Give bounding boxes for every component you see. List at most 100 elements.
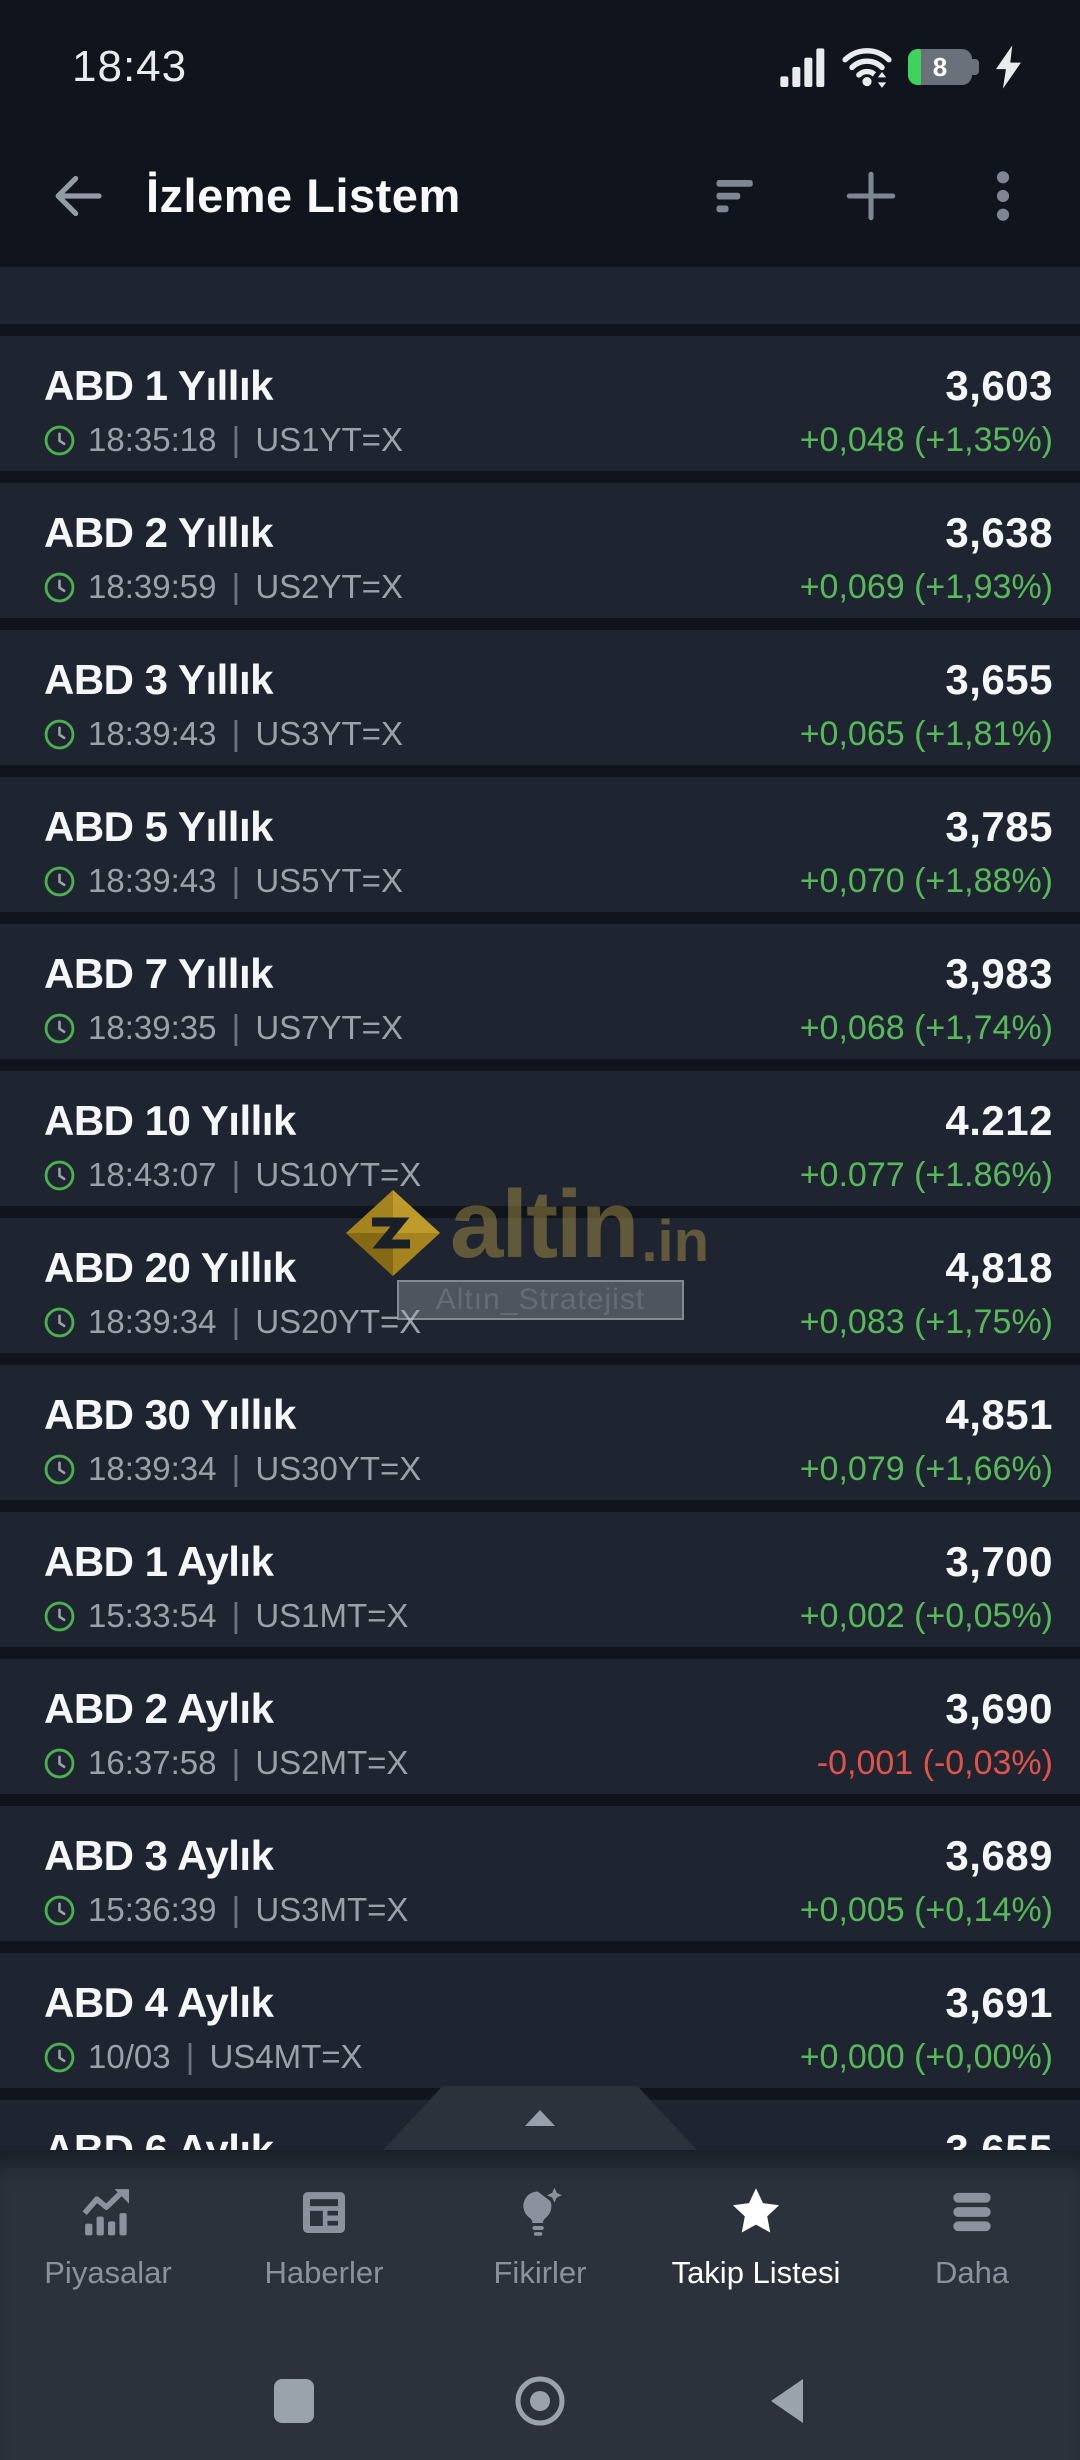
- watchlist-row[interactable]: ABD 4 Aylık 10/03 | US4MT=X 3,691 +0,000…: [0, 1953, 1080, 2088]
- watchlist-row[interactable]: 18:43:13 | DE40 -333.01 (-1.39%): [0, 267, 1080, 324]
- watchlist-row[interactable]: ABD 5 Yıllık 18:39:43 | US5YT=X 3,785 +0…: [0, 777, 1080, 912]
- ideas-bulb-icon: [523, 2187, 562, 2236]
- clock-icon: [44, 1160, 75, 1190]
- clock-icon: [44, 1895, 75, 1925]
- quote-time: 18:39:34: [88, 1303, 217, 1340]
- quote-time: 15:36:39: [88, 1891, 217, 1928]
- instrument-symbol: US30YT=X: [255, 1450, 422, 1487]
- quote-time: 18:39:59: [88, 568, 217, 605]
- instrument-name: ABD 1 Yıllık: [44, 362, 273, 409]
- instrument-value: 3,785: [945, 803, 1053, 850]
- bottom-nav-area: Piyasalar Haberler Fi: [0, 2150, 1080, 2460]
- circle-icon: [515, 2376, 565, 2426]
- clock-icon: [44, 1454, 75, 1484]
- nav-label: Fikirler: [493, 2255, 587, 2290]
- instrument-symbol: US3MT=X: [255, 1891, 409, 1928]
- clock-icon: [44, 2042, 75, 2072]
- nav-item-daha[interactable]: Daha: [864, 2184, 1080, 2346]
- nav-item-haberler[interactable]: Haberler: [216, 2184, 432, 2346]
- instrument-value: 3,983: [945, 950, 1053, 997]
- watchlist-row[interactable]: ABD 1 Yıllık 18:35:18 | US1YT=X 3,603 +0…: [0, 336, 1080, 471]
- watchlist-row[interactable]: ABD 20 Yıllık 18:39:34 | US20YT=X 4,818 …: [0, 1218, 1080, 1353]
- kebab-menu-icon: [996, 170, 1010, 221]
- status-time: 18:43: [72, 42, 188, 91]
- bottom-nav: Piyasalar Haberler Fi: [0, 2150, 1080, 2346]
- separator: |: [231, 1597, 241, 1635]
- instrument-value: 3,655: [945, 2126, 1053, 2150]
- separator: |: [231, 1303, 241, 1341]
- android-nav-bar: [0, 2346, 1080, 2456]
- instrument-symbol: US2MT=X: [255, 1744, 409, 1781]
- instrument-change: +0,083 (+1,75%): [799, 1303, 1053, 1341]
- watchlist-row[interactable]: ABD 2 Aylık 16:37:58 | US2MT=X 3,690 -0,…: [0, 1659, 1080, 1794]
- watchlist-row[interactable]: ABD 30 Yıllık 18:39:34 | US30YT=X 4,851 …: [0, 1365, 1080, 1500]
- separator: |: [231, 715, 241, 753]
- instrument-change: +0,069 (+1,93%): [799, 568, 1053, 606]
- instrument-value: 3,655: [945, 656, 1053, 703]
- instrument-name: ABD 6 Aylık: [44, 2126, 274, 2150]
- instrument-symbol: US10YT=X: [255, 1156, 422, 1193]
- more-icon: [953, 2192, 991, 2232]
- header-actions: [708, 158, 1034, 234]
- scroll-to-top-handle[interactable]: [383, 2086, 697, 2150]
- instrument-symbol: US1YT=X: [255, 421, 403, 458]
- watchlist-row[interactable]: ABD 10 Yıllık 18:43:07 | US10YT=X 4.212 …: [0, 1071, 1080, 1206]
- nav-item-takip-listesi[interactable]: Takip Listesi: [648, 2184, 864, 2346]
- quote-time: 18:39:43: [88, 862, 217, 899]
- clock-icon: [44, 1307, 75, 1337]
- status-bar: 18:43 8: [0, 0, 1080, 124]
- nav-label: Daha: [934, 2255, 1010, 2290]
- battery-level: 8: [932, 51, 948, 82]
- watchlist-row[interactable]: ABD 1 Aylık 15:33:54 | US1MT=X 3,700 +0,…: [0, 1512, 1080, 1647]
- instrument-change: +0,002 (+0,05%): [799, 1597, 1053, 1635]
- instrument-name: ABD 2 Yıllık: [44, 509, 273, 556]
- nav-item-piyasalar[interactable]: Piyasalar: [0, 2184, 216, 2346]
- instrument-change: +0,079 (+1,66%): [799, 1450, 1053, 1488]
- clock-icon: [44, 1748, 75, 1778]
- android-back-button[interactable]: [756, 2371, 816, 2431]
- instrument-symbol: US5YT=X: [255, 862, 403, 899]
- recents-button[interactable]: [264, 2371, 324, 2431]
- watchlist-star-icon: [732, 2188, 780, 2233]
- instrument-symbol: US20YT=X: [255, 1303, 422, 1340]
- instrument-symbol: US3YT=X: [255, 715, 403, 752]
- back-arrow-icon: [55, 175, 102, 216]
- instrument-name: ABD 2 Aylık: [44, 1685, 274, 1732]
- watchlist: 18:43:13 | DE40 -333.01 (-1.39%) ABD 1 Y…: [0, 267, 1080, 2150]
- instrument-change: +0,048 (+1,35%): [799, 421, 1053, 459]
- instrument-name: ABD 3 Yıllık: [44, 656, 273, 703]
- status-icons: 8: [780, 45, 1022, 89]
- sort-icon: [716, 179, 753, 212]
- clock-icon: [44, 866, 75, 896]
- instrument-name: ABD 30 Yıllık: [44, 1391, 296, 1438]
- page-title: İzleme Listem: [146, 169, 461, 222]
- instrument-change: +0.077 (+1.86%): [799, 1156, 1053, 1194]
- watchlist-row[interactable]: ABD 7 Yıllık 18:39:35 | US7YT=X 3,983 +0…: [0, 924, 1080, 1059]
- instrument-change: -0,001 (-0,03%): [816, 1744, 1053, 1782]
- watchlist-row[interactable]: ABD 3 Yıllık 18:39:43 | US3YT=X 3,655 +0…: [0, 630, 1080, 765]
- quote-time: 18:39:35: [88, 1009, 217, 1046]
- watchlist-row[interactable]: ABD 3 Aylık 15:36:39 | US3MT=X 3,689 +0,…: [0, 1806, 1080, 1941]
- triangle-icon: [771, 2379, 803, 2423]
- back-button[interactable]: [40, 158, 116, 234]
- instrument-name: ABD 10 Yıllık: [44, 1097, 296, 1144]
- plus-icon: [846, 171, 896, 220]
- nav-item-fikirler[interactable]: Fikirler: [432, 2184, 648, 2346]
- home-button[interactable]: [510, 2371, 570, 2431]
- watchlist-row[interactable]: ABD 2 Yıllık 18:39:59 | US2YT=X 3,638 +0…: [0, 483, 1080, 618]
- quote-time: 15:33:54: [88, 1597, 217, 1634]
- instrument-value: 3,689: [945, 1832, 1053, 1879]
- overflow-menu-button[interactable]: [972, 158, 1034, 234]
- instrument-name: ABD 7 Yıllık: [44, 950, 273, 997]
- app-header: İzleme Listem: [0, 124, 1080, 267]
- instrument-value: 3,700: [945, 1538, 1053, 1585]
- instrument-name: ABD 5 Yıllık: [44, 803, 273, 850]
- instrument-name: ABD 20 Yıllık: [44, 1244, 296, 1291]
- quote-time: 18:39:43: [88, 715, 217, 752]
- battery-indicator: 8: [908, 49, 979, 85]
- quote-time: 10/03: [88, 2038, 171, 2075]
- add-instrument-button[interactable]: [840, 158, 902, 234]
- sort-button[interactable]: [708, 158, 770, 234]
- separator: |: [231, 1450, 241, 1488]
